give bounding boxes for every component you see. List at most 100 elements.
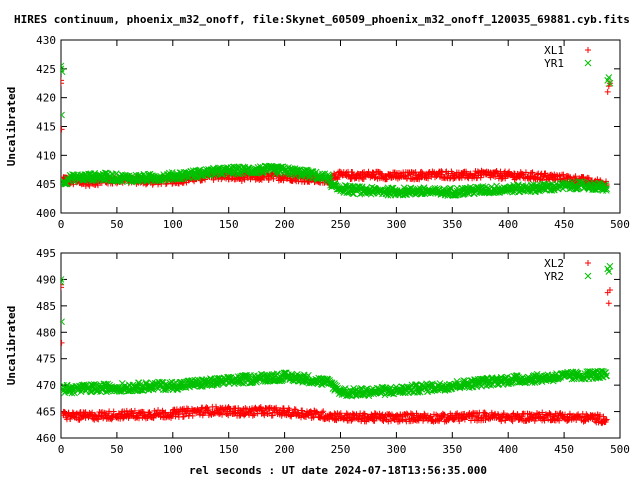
data-point <box>99 386 107 393</box>
data-point <box>546 411 553 418</box>
data-point <box>458 174 465 181</box>
data-point <box>61 62 65 70</box>
data-point <box>261 174 268 181</box>
data-point <box>540 414 547 421</box>
data-point <box>136 415 143 422</box>
legend-label: XL2 <box>544 257 564 270</box>
data-point <box>604 88 611 95</box>
data-point <box>301 373 308 381</box>
x-tick-label: 150 <box>219 443 239 456</box>
data-point <box>606 262 614 270</box>
data-point <box>343 410 350 417</box>
data-point <box>270 175 277 182</box>
data-point <box>605 268 613 275</box>
y-tick-label: 475 <box>36 353 56 366</box>
data-point <box>393 411 400 418</box>
data-point <box>198 382 206 389</box>
data-point <box>498 418 505 425</box>
x-axis-label: rel seconds : UT date 2024-07-18T13:56:3… <box>189 464 487 477</box>
y-axis-label: Uncalibrated <box>5 306 18 385</box>
data-point <box>319 409 326 416</box>
data-point <box>332 416 339 423</box>
y-tick-label: 465 <box>36 406 56 419</box>
data-point <box>95 416 102 423</box>
data-point <box>502 175 509 182</box>
y-tick-label: 470 <box>36 379 56 392</box>
data-point <box>61 284 64 291</box>
data-point <box>162 181 169 188</box>
y-axis-label: Uncalibrated <box>5 87 18 166</box>
legend-marker <box>585 47 591 53</box>
data-point <box>564 181 571 189</box>
data-point <box>216 411 223 418</box>
data-point <box>450 175 457 182</box>
x-tick-label: 50 <box>110 443 123 456</box>
data-point <box>409 411 416 418</box>
x-tick-label: 450 <box>554 218 574 231</box>
data-point <box>238 178 245 185</box>
data-point <box>189 412 196 419</box>
x-tick-label: 50 <box>110 218 123 231</box>
data-point <box>305 371 312 379</box>
data-point <box>179 406 186 413</box>
data-point <box>69 409 76 416</box>
x-tick-label: 0 <box>58 443 65 456</box>
legend-label: XL1 <box>544 44 564 57</box>
data-point <box>61 80 64 87</box>
data-point <box>61 276 65 283</box>
legend-label: YR1 <box>544 57 564 70</box>
data-point <box>87 388 94 396</box>
data-point <box>241 412 248 419</box>
data-point <box>585 368 592 375</box>
data-point <box>61 318 65 326</box>
data-point <box>211 166 218 174</box>
data-point <box>169 411 176 418</box>
legend-marker-glyph <box>585 47 591 53</box>
data-point <box>605 74 613 81</box>
data-point <box>508 416 515 423</box>
data-point <box>453 378 461 385</box>
data-point <box>61 339 65 346</box>
x-tick-label: 100 <box>163 443 183 456</box>
data-point <box>269 412 276 419</box>
data-point <box>360 410 367 417</box>
data-point <box>539 409 546 416</box>
legend-marker <box>585 260 591 266</box>
series-YR1 <box>61 62 614 199</box>
series-YR2 <box>61 262 614 400</box>
x-tick-label: 350 <box>442 218 462 231</box>
x-tick-label: 500 <box>610 218 630 231</box>
data-point <box>371 174 378 181</box>
data-point <box>121 408 128 415</box>
data-point <box>522 169 529 176</box>
data-point <box>358 183 366 191</box>
data-point <box>61 68 66 76</box>
data-point <box>399 417 406 424</box>
data-point <box>602 417 609 424</box>
legend-marker-glyph <box>585 260 591 266</box>
chart-panel-1: 0 50 100 150 200 250 300 350 400 450 500 400 405 410 4… <box>5 34 630 231</box>
data-point <box>161 410 168 417</box>
data-point <box>326 416 333 423</box>
data-point <box>257 175 264 182</box>
data-point <box>500 410 507 417</box>
data-point <box>418 168 425 175</box>
data-point <box>261 409 268 416</box>
data-point <box>225 176 232 183</box>
data-point <box>363 385 371 392</box>
y-tick-label: 400 <box>36 207 56 220</box>
data-point <box>213 403 219 410</box>
x-tick-label: 0 <box>58 218 65 231</box>
data-point <box>387 384 394 391</box>
data-point <box>319 174 327 182</box>
data-point <box>259 169 267 177</box>
x-tick-label: 400 <box>498 443 518 456</box>
data-point <box>61 111 65 119</box>
data-point <box>333 382 341 390</box>
data-point <box>572 173 579 180</box>
x-tick-label: 300 <box>386 443 406 456</box>
data-point <box>447 185 455 192</box>
data-point <box>146 409 153 416</box>
chart-panel-2: 0 50 100 150 200 250 300 350 400 450 500 460 465 470 4… <box>5 247 630 456</box>
